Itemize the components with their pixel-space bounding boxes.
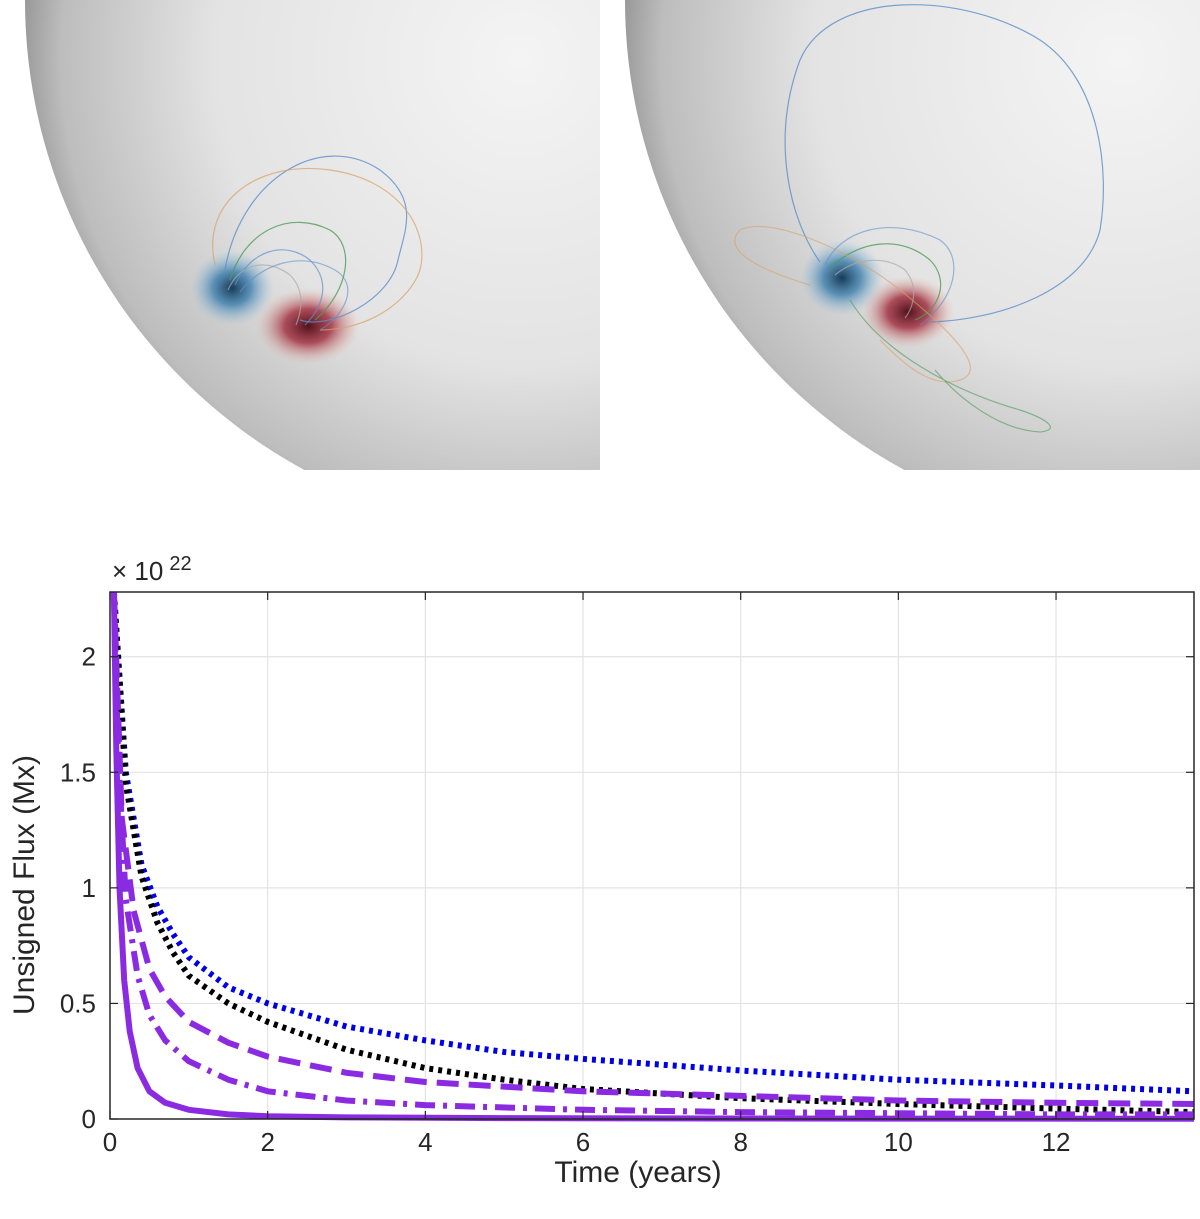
axes-box: [109, 591, 1195, 1120]
grid-lines: [110, 592, 1194, 1119]
y-tick-label: 2: [82, 642, 96, 672]
plot-area: [110, 592, 1194, 1119]
x-tick-label: 8: [733, 1127, 747, 1157]
field-lines-left: [212, 155, 423, 331]
series-line-dashed-2: [110, 591, 1195, 1107]
negative-polarity-spot: [800, 240, 884, 316]
x-axis-title: Time (years): [554, 1156, 721, 1189]
series-line-dashdot-3: [110, 591, 1194, 1118]
y-tick-label: 0: [82, 1104, 96, 1134]
unsigned-flux-chart: 0 2 4 6 8 10 12 0 0.5 1 1.5 2 × 10 22 Time (years) U…: [8, 553, 1195, 1189]
positive-polarity-spot: [862, 276, 954, 348]
sun-sphere-right: [625, 0, 1200, 470]
x-tick-label: 2: [260, 1127, 274, 1157]
y-tick-label: 1.5: [60, 757, 96, 787]
y-exponent-label: × 10 22: [112, 553, 192, 586]
axes-frame: [109, 591, 1195, 1120]
series-line-solid-4: [110, 591, 1195, 1122]
x-tick-label: 12: [1042, 1127, 1071, 1157]
tick-labels: 0 2 4 6 8 10 12 0 0.5 1 1.5 2: [60, 642, 1071, 1157]
x-tick-label: 0: [103, 1127, 117, 1157]
x-tick-label: 6: [576, 1127, 590, 1157]
sun-sphere-left: [25, 0, 600, 470]
sun-panel-left: [25, 0, 600, 470]
y-exponent-power: 22: [169, 553, 191, 575]
y-tick-label: 0.5: [60, 988, 96, 1018]
y-exponent-prefix: × 10: [112, 556, 163, 586]
x-tick-label: 4: [418, 1127, 432, 1157]
solar-surface-panels: [25, 0, 1200, 470]
positive-polarity-spot: [256, 288, 360, 364]
negative-polarity-spot: [190, 250, 274, 326]
x-tick-label: 10: [884, 1127, 913, 1157]
y-tick-label: 1: [82, 873, 96, 903]
field-lines-right: [734, 4, 1104, 433]
y-axis-title: Unsigned Flux (Mx): [8, 755, 41, 1015]
sun-panel-right: [625, 0, 1200, 470]
series-line-dotted-0: [110, 591, 1195, 1095]
series-lines: [110, 591, 1195, 1122]
